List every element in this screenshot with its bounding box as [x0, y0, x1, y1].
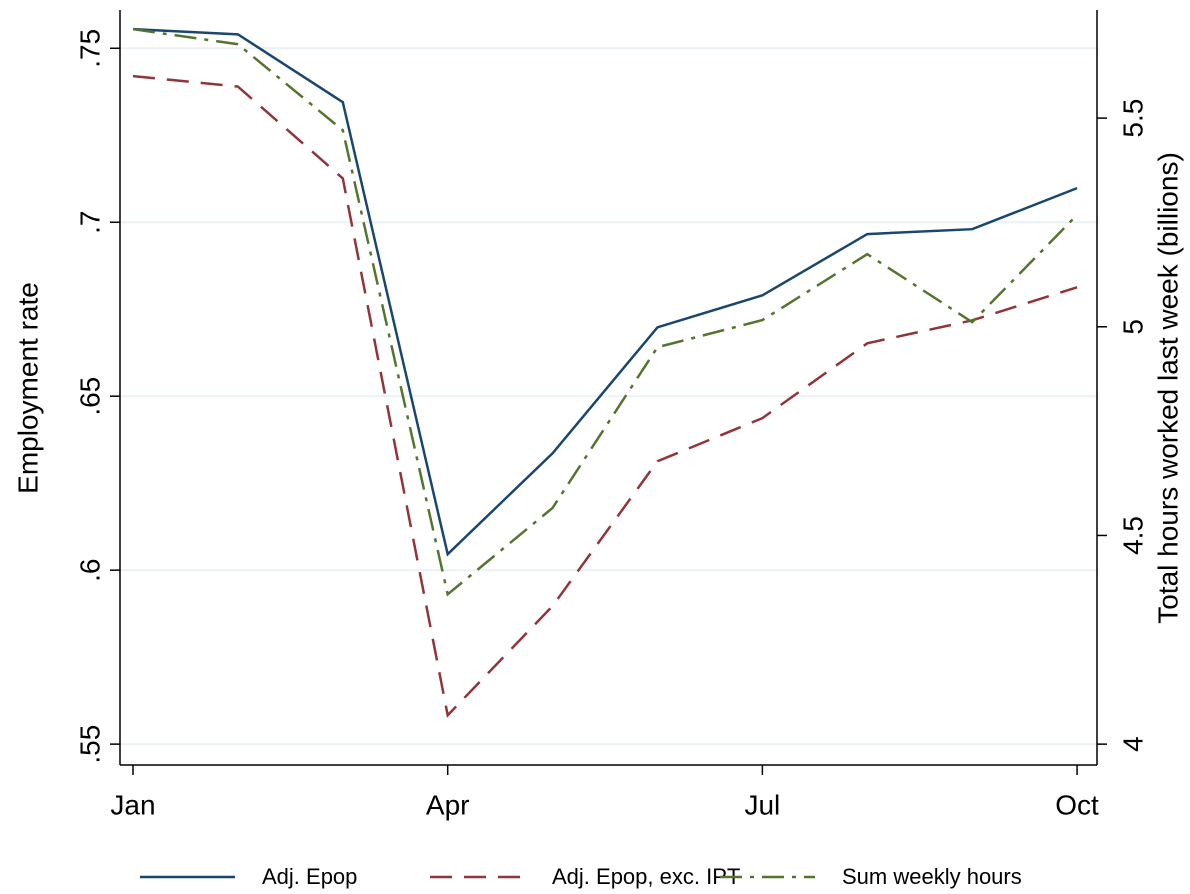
y-tick-label: .65 [74, 377, 105, 416]
y2-tick-label: 5 [1117, 319, 1148, 335]
y2-tick-label: 5.5 [1117, 99, 1148, 138]
y2-tick-label: 4 [1117, 736, 1148, 752]
series-line [132, 74, 1078, 718]
x-tick-label: Jan [110, 789, 155, 820]
legend-label: Sum weekly hours [842, 864, 1022, 889]
y-tick-label: .55 [74, 725, 105, 764]
series-line [132, 27, 1078, 597]
y2-tick-label: 4.5 [1117, 516, 1148, 555]
x-tick-label: Oct [1055, 789, 1099, 820]
series-line [132, 27, 1078, 557]
y-tick-label: .7 [74, 211, 105, 234]
x-tick-label: Jul [744, 789, 780, 820]
y-tick-label: .75 [74, 29, 105, 68]
y-tick-label: .6 [74, 558, 105, 581]
y-axis-title: Employment rate [12, 282, 43, 494]
y2-axis-title: Total hours worked last week (billions) [1152, 152, 1183, 624]
x-tick-label: Apr [426, 789, 470, 820]
legend-label: Adj. Epop [262, 864, 357, 889]
legend-label: Adj. Epop, exc. IPT [552, 864, 740, 889]
